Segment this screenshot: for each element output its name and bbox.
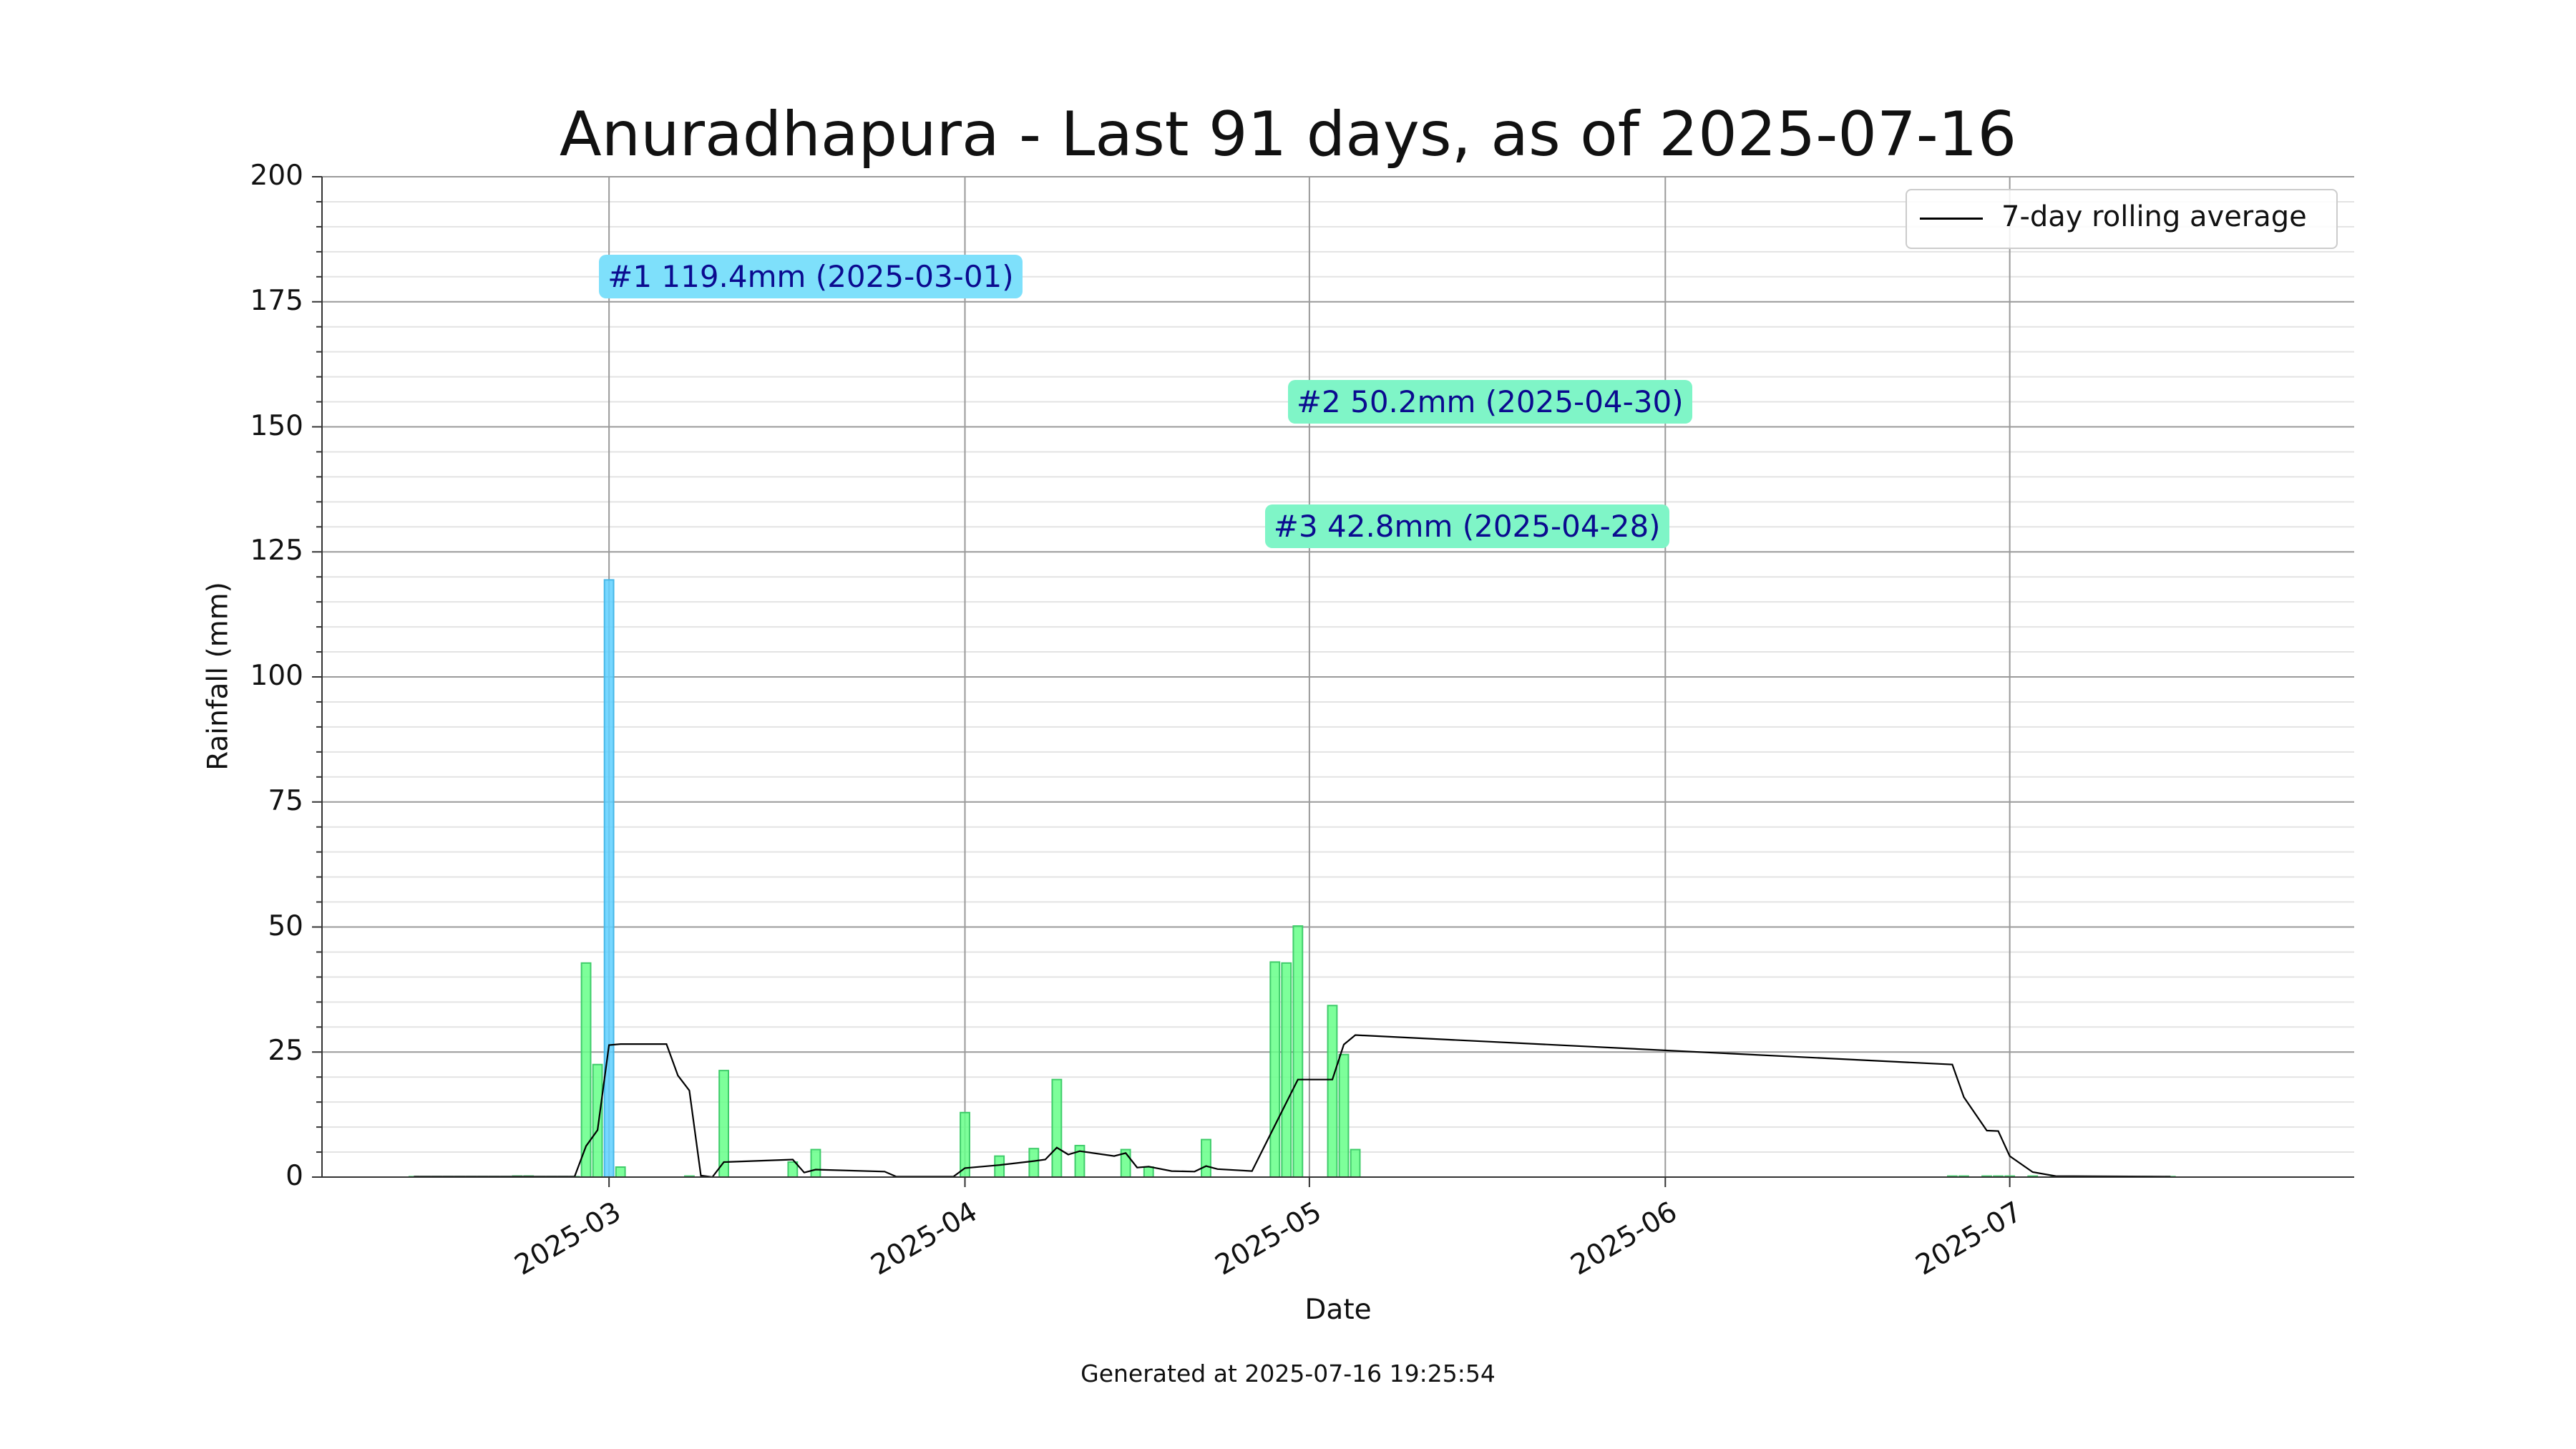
- peak-annotation: #3 42.8mm (2025-04-28): [1264, 504, 1669, 549]
- rainfall-bar: [810, 1148, 821, 1179]
- rolling-average-line: [414, 1034, 2171, 1179]
- rainfall-bar: [1350, 1148, 1361, 1179]
- y-tick-label: 100: [250, 660, 303, 692]
- rainfall-bar: [1201, 1138, 1211, 1178]
- rainfall-bar: [994, 1155, 1005, 1178]
- rainfall-bar: [1338, 1053, 1350, 1178]
- rainfall-bar: [603, 579, 615, 1178]
- x-axis-label: Date: [1304, 1294, 1372, 1326]
- legend: 7-day rolling average: [1906, 189, 2338, 249]
- rainfall-bar: [1051, 1078, 1063, 1178]
- y-tick-label: 0: [286, 1160, 303, 1192]
- y-tick-label: 175: [250, 284, 303, 317]
- rainfall-bar: [1281, 962, 1292, 1178]
- rainfall-bar: [718, 1070, 729, 1179]
- y-tick-label: 125: [250, 535, 303, 567]
- peak-annotation: #2 50.2mm (2025-04-30): [1287, 379, 1692, 424]
- rainfall-bar: [1269, 961, 1281, 1179]
- rainfall-bar: [1143, 1166, 1154, 1179]
- rainfall-bar: [615, 1166, 626, 1179]
- y-tick-label: 25: [268, 1035, 303, 1068]
- peak-annotation: #1 119.4mm (2025-03-01): [599, 254, 1023, 298]
- rainfall-bar: [1292, 925, 1304, 1179]
- rainfall-bar: [1327, 1005, 1338, 1179]
- generated-footer: Generated at 2025-07-16 19:25:54: [1080, 1360, 1496, 1387]
- legend-line-swatch: [1920, 218, 1983, 220]
- grid: [322, 176, 2354, 1178]
- chart-title: Anuradhapura - Last 91 days, as of 2025-…: [559, 99, 2017, 170]
- axes: [312, 176, 2354, 1187]
- rainfall-bar: [1028, 1148, 1040, 1178]
- rainfall-bars: [408, 579, 2176, 1179]
- legend-entry-rolling-average: 7-day rolling average: [2001, 200, 2307, 233]
- y-tick-label: 50: [268, 909, 303, 942]
- rainfall-bar: [1074, 1144, 1085, 1179]
- y-tick-label: 150: [250, 409, 303, 442]
- y-tick-label: 200: [250, 160, 303, 192]
- rolling-average-series: [414, 1034, 2171, 1179]
- y-tick-label: 75: [268, 784, 303, 817]
- rainfall-bar: [592, 1063, 603, 1178]
